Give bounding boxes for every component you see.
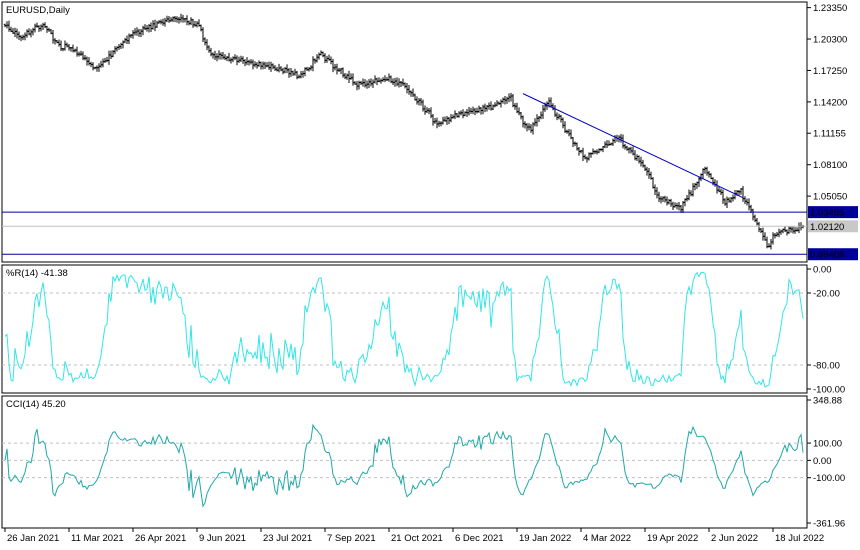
price-panel: EURUSD,Daily 1.03495 0.99408 1.02120 1.2335… (1, 1, 858, 263)
price-y-tick-label: 1.14200 (813, 97, 847, 108)
price-y-tick-label: 1.20300 (813, 35, 847, 46)
x-tick-label: 23 Jul 2021 (263, 533, 312, 544)
x-tick-label: 19 Jan 2022 (519, 533, 571, 544)
price-y-tick-label: 1.11155 (813, 129, 846, 140)
cci-y-tick-label: 100.00 (813, 439, 842, 450)
x-tick-label: 19 Apr 2022 (647, 533, 698, 544)
horizontal-line-tag (808, 206, 858, 219)
cci-line (4, 423, 804, 508)
cci-y-tick-label: -361.96 (813, 519, 845, 530)
cci-panel-title: CCI(14) 45.20 (6, 399, 66, 410)
x-axis: 26 Jan 2021 11 Mar 2021 26 Apr 2021 9 Jun 2… (4, 528, 824, 544)
trendline (522, 93, 744, 199)
williams-r-y-tick-label: -80.00 (813, 361, 840, 372)
price-y-tick-label: 1.23350 (813, 3, 847, 14)
williams-r-panel-title: %R(14) -41.38 (6, 268, 68, 279)
cci-y-tick-label: 0.00 (813, 456, 832, 467)
x-tick-label: 11 Mar 2021 (71, 533, 124, 544)
x-tick-label: 26 Jan 2021 (7, 533, 59, 544)
current-price-label: 1.02120 (810, 222, 844, 233)
x-tick-label: 4 Mar 2022 (583, 533, 631, 544)
williams-r-panel: %R(14) -41.38 0.00 -20.00 -80.00 -100.00 (1, 264, 845, 396)
price-panel-title: EURUSD,Daily (6, 5, 70, 16)
x-tick-label: 26 Apr 2021 (135, 533, 186, 544)
price-y-tick-label: 1.05050 (813, 192, 847, 203)
price-bars (3, 13, 805, 250)
williams-r-line (4, 271, 804, 388)
williams-r-y-tick-label: 0.00 (813, 265, 832, 276)
x-tick-label: 6 Dec 2021 (455, 533, 504, 544)
cci-y-tick-label: -100.00 (813, 473, 845, 484)
horizontal-line-label: 0.99408 (810, 250, 844, 261)
price-y-tick-label: 1.17250 (813, 66, 847, 77)
williams-r-y-tick-label: -20.00 (813, 289, 840, 300)
x-tick-label: 18 Jul 2022 (775, 533, 824, 544)
williams-r-panel-frame (1, 264, 808, 394)
price-y-tick-label: 1.08100 (813, 160, 847, 171)
x-tick-label: 7 Sep 2021 (327, 533, 376, 544)
cci-panel-frame (1, 395, 808, 529)
cci-panel: CCI(14) 45.20 348.88 100.00 0.00 -100.00 -36… (1, 395, 845, 530)
x-tick-label: 2 Jun 2022 (711, 533, 758, 544)
horizontal-line-label: 1.03495 (810, 208, 844, 219)
williams-r-y-tick-label: -100.00 (813, 385, 845, 396)
horizontal-line-tag (808, 248, 858, 261)
cci-y-tick-label: 348.88 (813, 396, 842, 407)
x-tick-label: 21 Oct 2021 (391, 533, 443, 544)
current-price-tag (808, 220, 858, 233)
price-panel-frame (1, 1, 808, 263)
x-tick-label: 9 Jun 2021 (199, 533, 246, 544)
